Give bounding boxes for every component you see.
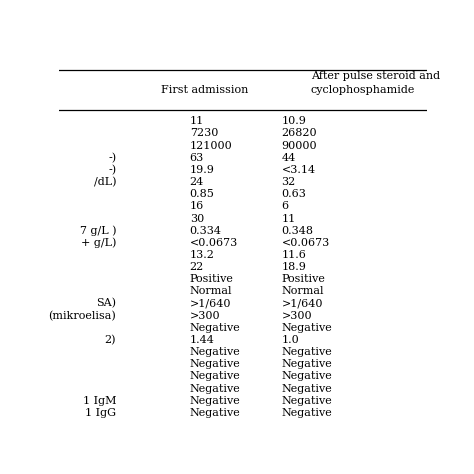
Text: 63: 63	[190, 153, 204, 163]
Text: 10.9: 10.9	[282, 116, 306, 127]
Text: -): -)	[108, 165, 116, 175]
Text: 11: 11	[190, 116, 204, 127]
Text: <0.0673: <0.0673	[190, 238, 238, 248]
Text: >300: >300	[282, 310, 312, 321]
Text: First admission: First admission	[161, 85, 248, 95]
Text: 2): 2)	[105, 335, 116, 345]
Text: 7 g/L ): 7 g/L )	[80, 226, 116, 236]
Text: >300: >300	[190, 310, 220, 321]
Text: 0.348: 0.348	[282, 226, 313, 236]
Text: Negative: Negative	[282, 383, 332, 393]
Text: Positive: Positive	[190, 274, 234, 284]
Text: 6: 6	[282, 201, 289, 211]
Text: + g/L): + g/L)	[81, 237, 116, 248]
Text: Negative: Negative	[282, 408, 332, 418]
Text: Normal: Normal	[190, 286, 232, 296]
Text: (mikroelisa): (mikroelisa)	[48, 310, 116, 321]
Text: 44: 44	[282, 153, 296, 163]
Text: Normal: Normal	[282, 286, 324, 296]
Text: 22: 22	[190, 262, 204, 272]
Text: After pulse steroid and
cyclophosphamide: After pulse steroid and cyclophosphamide	[311, 72, 440, 95]
Text: Negative: Negative	[282, 323, 332, 333]
Text: <3.14: <3.14	[282, 165, 316, 175]
Text: Negative: Negative	[190, 323, 240, 333]
Text: Negative: Negative	[190, 347, 240, 357]
Text: SA): SA)	[96, 299, 116, 309]
Text: 11: 11	[282, 213, 296, 224]
Text: Negative: Negative	[282, 372, 332, 382]
Text: Negative: Negative	[282, 347, 332, 357]
Text: 1 IgG: 1 IgG	[85, 408, 116, 418]
Text: 0.334: 0.334	[190, 226, 222, 236]
Text: >1/640: >1/640	[190, 299, 231, 309]
Text: 18.9: 18.9	[282, 262, 306, 272]
Text: /dL): /dL)	[94, 177, 116, 187]
Text: Negative: Negative	[190, 359, 240, 369]
Text: 11.6: 11.6	[282, 250, 306, 260]
Text: Negative: Negative	[190, 372, 240, 382]
Text: 1.0: 1.0	[282, 335, 299, 345]
Text: Negative: Negative	[282, 359, 332, 369]
Text: Negative: Negative	[282, 396, 332, 406]
Text: 1 IgM: 1 IgM	[82, 396, 116, 406]
Text: >1/640: >1/640	[282, 299, 323, 309]
Text: Positive: Positive	[282, 274, 325, 284]
Text: 7230: 7230	[190, 128, 218, 138]
Text: Negative: Negative	[190, 383, 240, 393]
Text: 30: 30	[190, 213, 204, 224]
Text: 16: 16	[190, 201, 204, 211]
Text: 32: 32	[282, 177, 296, 187]
Text: 13.2: 13.2	[190, 250, 215, 260]
Text: 1.44: 1.44	[190, 335, 215, 345]
Text: 19.9: 19.9	[190, 165, 215, 175]
Text: 90000: 90000	[282, 141, 317, 151]
Text: 24: 24	[190, 177, 204, 187]
Text: Negative: Negative	[190, 396, 240, 406]
Text: 121000: 121000	[190, 141, 232, 151]
Text: -): -)	[108, 153, 116, 163]
Text: <0.0673: <0.0673	[282, 238, 330, 248]
Text: 0.85: 0.85	[190, 189, 215, 199]
Text: 0.63: 0.63	[282, 189, 306, 199]
Text: Negative: Negative	[190, 408, 240, 418]
Text: 26820: 26820	[282, 128, 317, 138]
